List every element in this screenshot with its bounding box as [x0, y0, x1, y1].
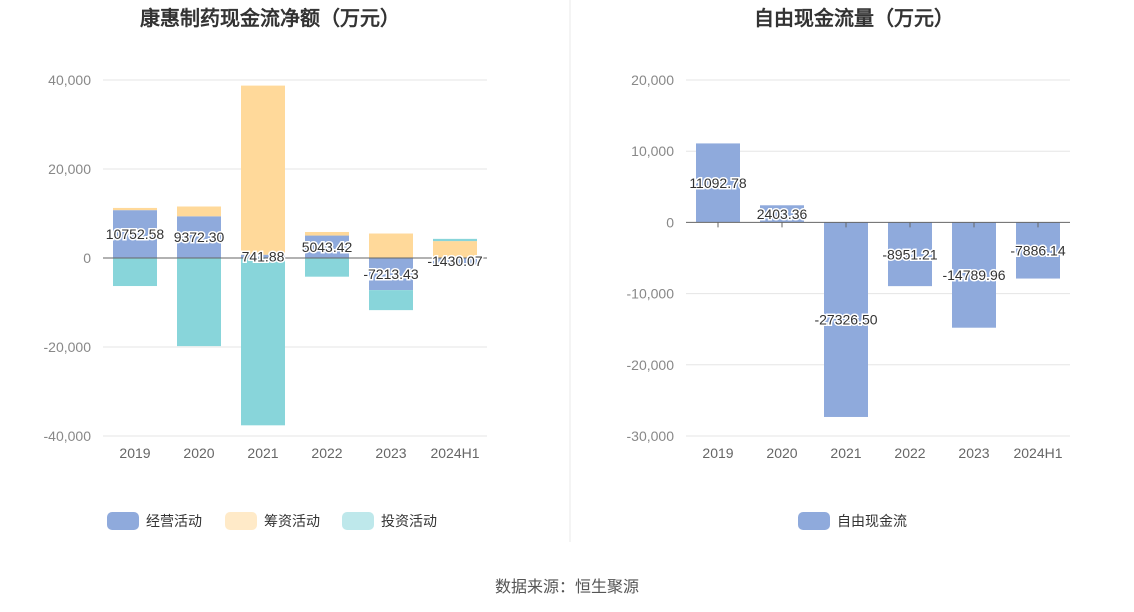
bar-investing-2021 — [241, 258, 285, 426]
bar-operating-2020 — [177, 216, 221, 258]
x-tick-label: 2020 — [766, 445, 797, 461]
free-cash-flow-chart: 自由现金流量（万元） 20,000 10,000 0 -10,000 -20,000 -30… — [627, 6, 1070, 530]
y-tick-label: -30,000 — [627, 428, 675, 444]
data-label: 2403.36 — [757, 206, 808, 222]
x-tick-label: 2022 — [894, 445, 925, 461]
data-label: -1430.07 — [427, 253, 482, 269]
y-tick-label: 20,000 — [631, 72, 674, 88]
legend-label[interactable]: 筹资活动 — [264, 513, 320, 529]
bar-financing-2023 — [369, 233, 413, 258]
data-label: 741.88 — [242, 248, 285, 264]
y-tick-label: 40,000 — [48, 72, 91, 88]
y-tick-label: -20,000 — [44, 339, 92, 355]
x-tick-label: 2021 — [830, 445, 861, 461]
bar-financing-2020 — [177, 206, 221, 217]
legend-swatch[interactable] — [107, 512, 139, 530]
bar-operating-2023 — [369, 258, 413, 291]
data-label: 5043.42 — [302, 239, 353, 255]
y-tick-label: 20,000 — [48, 161, 91, 177]
chart-title: 自由现金流量（万元） — [754, 6, 954, 30]
x-tick-label: 2022 — [311, 445, 342, 461]
y-tick-label: 0 — [666, 214, 674, 230]
legend-label[interactable]: 自由现金流 — [837, 513, 907, 529]
legend-label[interactable]: 经营活动 — [146, 513, 202, 529]
data-label: -8951.21 — [882, 246, 937, 262]
bar-fcf-2020 — [760, 205, 804, 223]
bar-investing-2019 — [113, 258, 157, 287]
bar-operating-2021 — [241, 254, 285, 258]
data-label: 11092.78 — [689, 175, 747, 191]
legend-swatch[interactable] — [342, 512, 374, 530]
x-tick-label: 2019 — [119, 445, 150, 461]
data-label: -14789.96 — [942, 267, 1005, 283]
bar-operating-2024H1 — [433, 258, 477, 265]
x-tick-label: 2020 — [183, 445, 214, 461]
cash-flow-net-chart: 康惠制药现金流净额（万元） 40,000 20,000 0 -20,000 -40,000… — [44, 6, 487, 530]
data-label: 9372.30 — [174, 229, 225, 245]
legend-swatch[interactable] — [798, 512, 830, 530]
x-tick-label: 2024H1 — [1013, 445, 1062, 461]
data-source-label: 数据来源：恒生聚源 — [495, 578, 639, 596]
bar-operating-2019 — [113, 210, 157, 258]
y-tick-label: -10,000 — [627, 286, 675, 302]
bar-investing-2022 — [305, 258, 349, 277]
bar-fcf-2021 — [824, 222, 868, 417]
bar-operating-2022 — [305, 235, 349, 258]
bar-investing-2020 — [177, 258, 221, 347]
data-label: 10752.58 — [106, 226, 165, 242]
bar-financing-2021 — [241, 85, 285, 255]
x-tick-label: 2019 — [702, 445, 733, 461]
data-label: -7886.14 — [1010, 242, 1065, 258]
data-label: -7213.43 — [363, 266, 418, 282]
legend-label[interactable]: 投资活动 — [381, 513, 437, 529]
bar-fcf-2023 — [952, 222, 996, 328]
data-label: -27326.50 — [814, 312, 877, 328]
bar-fcf-2019 — [696, 143, 740, 223]
y-tick-label: -40,000 — [44, 428, 92, 444]
x-tick-label: 2024H1 — [430, 445, 479, 461]
y-tick-label: -20,000 — [627, 357, 675, 373]
y-tick-label: 10,000 — [631, 143, 674, 159]
x-tick-label: 2023 — [375, 445, 406, 461]
bar-financing-2024H1 — [433, 241, 477, 258]
chart-title: 康惠制药现金流净额（万元） — [140, 6, 400, 30]
bar-fcf-2024H1 — [1016, 222, 1060, 279]
x-tick-label: 2021 — [247, 445, 278, 461]
x-tick-label: 2023 — [958, 445, 989, 461]
bar-investing-2024H1 — [433, 238, 477, 242]
bar-financing-2019 — [113, 207, 157, 211]
bar-financing-2022 — [305, 231, 349, 236]
bar-investing-2023 — [369, 290, 413, 311]
legend-swatch[interactable] — [225, 512, 257, 530]
y-tick-label: 0 — [83, 250, 91, 266]
bar-fcf-2022 — [888, 222, 932, 287]
